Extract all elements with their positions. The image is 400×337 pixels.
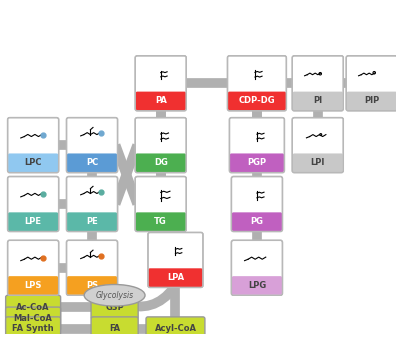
FancyBboxPatch shape	[148, 233, 203, 287]
FancyBboxPatch shape	[230, 153, 284, 172]
Text: PGP: PGP	[247, 158, 266, 167]
Text: FA: FA	[109, 324, 120, 333]
Text: LPI: LPI	[311, 158, 325, 167]
FancyBboxPatch shape	[91, 317, 138, 337]
Text: PE: PE	[86, 217, 98, 226]
Text: PC: PC	[86, 158, 98, 167]
Text: LPG: LPG	[248, 281, 266, 290]
FancyBboxPatch shape	[8, 276, 58, 295]
FancyBboxPatch shape	[232, 177, 282, 232]
Text: LPE: LPE	[25, 217, 42, 226]
FancyBboxPatch shape	[293, 153, 343, 172]
FancyBboxPatch shape	[146, 317, 205, 337]
FancyBboxPatch shape	[8, 118, 59, 173]
FancyBboxPatch shape	[8, 153, 58, 172]
FancyBboxPatch shape	[66, 177, 118, 232]
FancyBboxPatch shape	[6, 307, 61, 331]
Text: LPA: LPA	[167, 273, 184, 282]
Text: TG: TG	[154, 217, 167, 226]
FancyBboxPatch shape	[232, 240, 282, 295]
FancyBboxPatch shape	[136, 92, 186, 110]
Text: LPS: LPS	[24, 281, 42, 290]
FancyBboxPatch shape	[8, 212, 58, 231]
FancyBboxPatch shape	[136, 212, 186, 231]
Text: PG: PG	[250, 217, 264, 226]
FancyBboxPatch shape	[6, 317, 61, 337]
Text: PI: PI	[313, 96, 322, 105]
FancyBboxPatch shape	[66, 118, 118, 173]
FancyBboxPatch shape	[67, 212, 117, 231]
Text: LPC: LPC	[24, 158, 42, 167]
Text: DG: DG	[154, 158, 168, 167]
FancyBboxPatch shape	[8, 240, 59, 295]
FancyBboxPatch shape	[228, 92, 286, 110]
Text: PA: PA	[155, 96, 167, 105]
Text: Ac-CoA: Ac-CoA	[16, 303, 50, 312]
Text: FA Synth: FA Synth	[12, 324, 54, 333]
FancyBboxPatch shape	[136, 153, 186, 172]
FancyBboxPatch shape	[135, 177, 186, 232]
FancyBboxPatch shape	[67, 153, 117, 172]
Text: Mal-CoA: Mal-CoA	[14, 314, 52, 323]
FancyBboxPatch shape	[148, 268, 202, 287]
Text: G3P: G3P	[105, 303, 124, 312]
FancyBboxPatch shape	[91, 295, 138, 319]
Text: Acyl-CoA: Acyl-CoA	[154, 324, 196, 333]
FancyBboxPatch shape	[67, 276, 117, 295]
FancyArrowPatch shape	[122, 288, 174, 307]
Ellipse shape	[84, 284, 145, 306]
FancyBboxPatch shape	[6, 295, 61, 319]
FancyBboxPatch shape	[8, 177, 59, 232]
FancyBboxPatch shape	[230, 118, 284, 173]
FancyBboxPatch shape	[135, 118, 186, 173]
Text: Glycolysis: Glycolysis	[96, 291, 134, 300]
FancyBboxPatch shape	[346, 56, 397, 111]
FancyBboxPatch shape	[293, 92, 343, 110]
Text: PIP: PIP	[364, 96, 380, 105]
FancyBboxPatch shape	[347, 92, 397, 110]
FancyBboxPatch shape	[135, 56, 186, 111]
FancyBboxPatch shape	[292, 56, 343, 111]
FancyBboxPatch shape	[66, 240, 118, 295]
FancyBboxPatch shape	[232, 212, 282, 231]
Text: CDP-DG: CDP-DG	[239, 96, 275, 105]
Text: PS: PS	[86, 281, 98, 290]
FancyBboxPatch shape	[292, 118, 343, 173]
FancyBboxPatch shape	[228, 56, 286, 111]
FancyBboxPatch shape	[232, 276, 282, 295]
